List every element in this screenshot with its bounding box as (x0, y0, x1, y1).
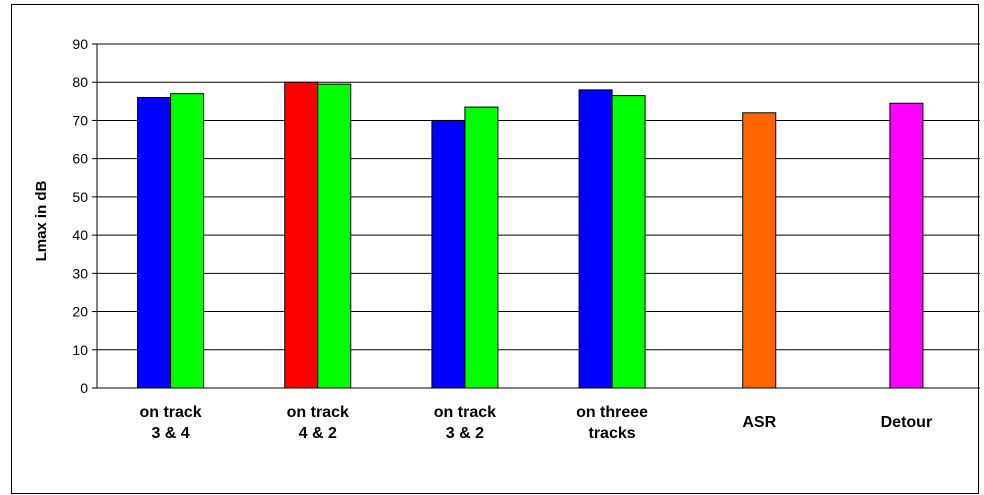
x-category-label: on track (287, 404, 349, 421)
x-category-label: Detour (881, 414, 933, 431)
x-category-label: 3 & 4 (151, 425, 189, 442)
x-axis-category-labels: on track 3 & 4 on track 4 & 2 on track 3 & 2 o… (139, 404, 932, 442)
x-category-label: tracks (589, 425, 636, 442)
y-tick-label: 0 (80, 380, 88, 396)
y-axis-ticks: 0 10 20 30 40 50 60 70 80 90 (72, 36, 97, 396)
x-category-label: 4 & 2 (299, 425, 337, 442)
x-category-label: on track (434, 404, 496, 421)
bar (578, 89, 613, 389)
bar (611, 95, 646, 389)
bar (889, 102, 924, 389)
x-category-label: 3 & 2 (446, 425, 484, 442)
bar (742, 112, 777, 389)
bar (431, 119, 466, 389)
axes (96, 44, 980, 389)
y-tick-label: 70 (72, 112, 88, 128)
y-tick-label: 60 (72, 151, 88, 167)
bars (137, 81, 924, 389)
y-tick-label: 80 (72, 74, 88, 90)
bar (137, 97, 172, 389)
x-category-label: on threee (576, 404, 648, 421)
y-tick-label: 50 (72, 189, 88, 205)
x-category-label: on track (139, 404, 201, 421)
y-tick-label: 20 (72, 304, 88, 320)
chart-frame: 0 10 20 30 40 50 60 70 80 90 on track 3 & 4 on trac… (11, 4, 980, 494)
grid-lines (97, 43, 980, 351)
y-tick-label: 10 (72, 342, 88, 358)
bar (464, 106, 499, 389)
bar (170, 93, 205, 389)
bar (317, 83, 352, 389)
y-axis-label: Lmax in dB (33, 180, 50, 261)
bar (284, 81, 319, 389)
y-tick-label: 90 (72, 36, 88, 52)
y-tick-label: 30 (72, 265, 88, 281)
y-tick-label: 40 (72, 227, 88, 243)
x-category-label: ASR (742, 414, 776, 431)
